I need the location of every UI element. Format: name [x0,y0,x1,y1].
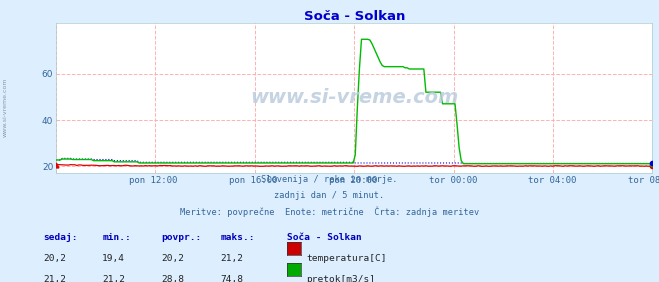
Text: Soča - Solkan: Soča - Solkan [287,233,361,242]
Text: pretok[m3/s]: pretok[m3/s] [306,275,376,282]
Text: Meritve: povprečne  Enote: metrične  Črta: zadnja meritev: Meritve: povprečne Enote: metrične Črta:… [180,206,479,217]
Text: www.si-vreme.com: www.si-vreme.com [250,89,459,107]
Text: 28,8: 28,8 [161,275,185,282]
Text: 20,2: 20,2 [43,254,66,263]
Text: 21,2: 21,2 [43,275,66,282]
Text: 21,2: 21,2 [221,254,244,263]
Text: zadnji dan / 5 minut.: zadnji dan / 5 minut. [274,191,385,200]
Text: 74,8: 74,8 [221,275,244,282]
Text: 21,2: 21,2 [102,275,125,282]
Text: 20,2: 20,2 [161,254,185,263]
Text: 19,4: 19,4 [102,254,125,263]
Text: min.:: min.: [102,233,131,242]
Text: sedaj:: sedaj: [43,233,77,242]
Text: maks.:: maks.: [221,233,255,242]
Title: Soča - Solkan: Soča - Solkan [304,10,405,23]
Text: Slovenija / reke in morje.: Slovenija / reke in morje. [261,175,398,184]
Text: www.si-vreme.com: www.si-vreme.com [3,78,8,137]
Text: povpr.:: povpr.: [161,233,202,242]
Text: temperatura[C]: temperatura[C] [306,254,387,263]
